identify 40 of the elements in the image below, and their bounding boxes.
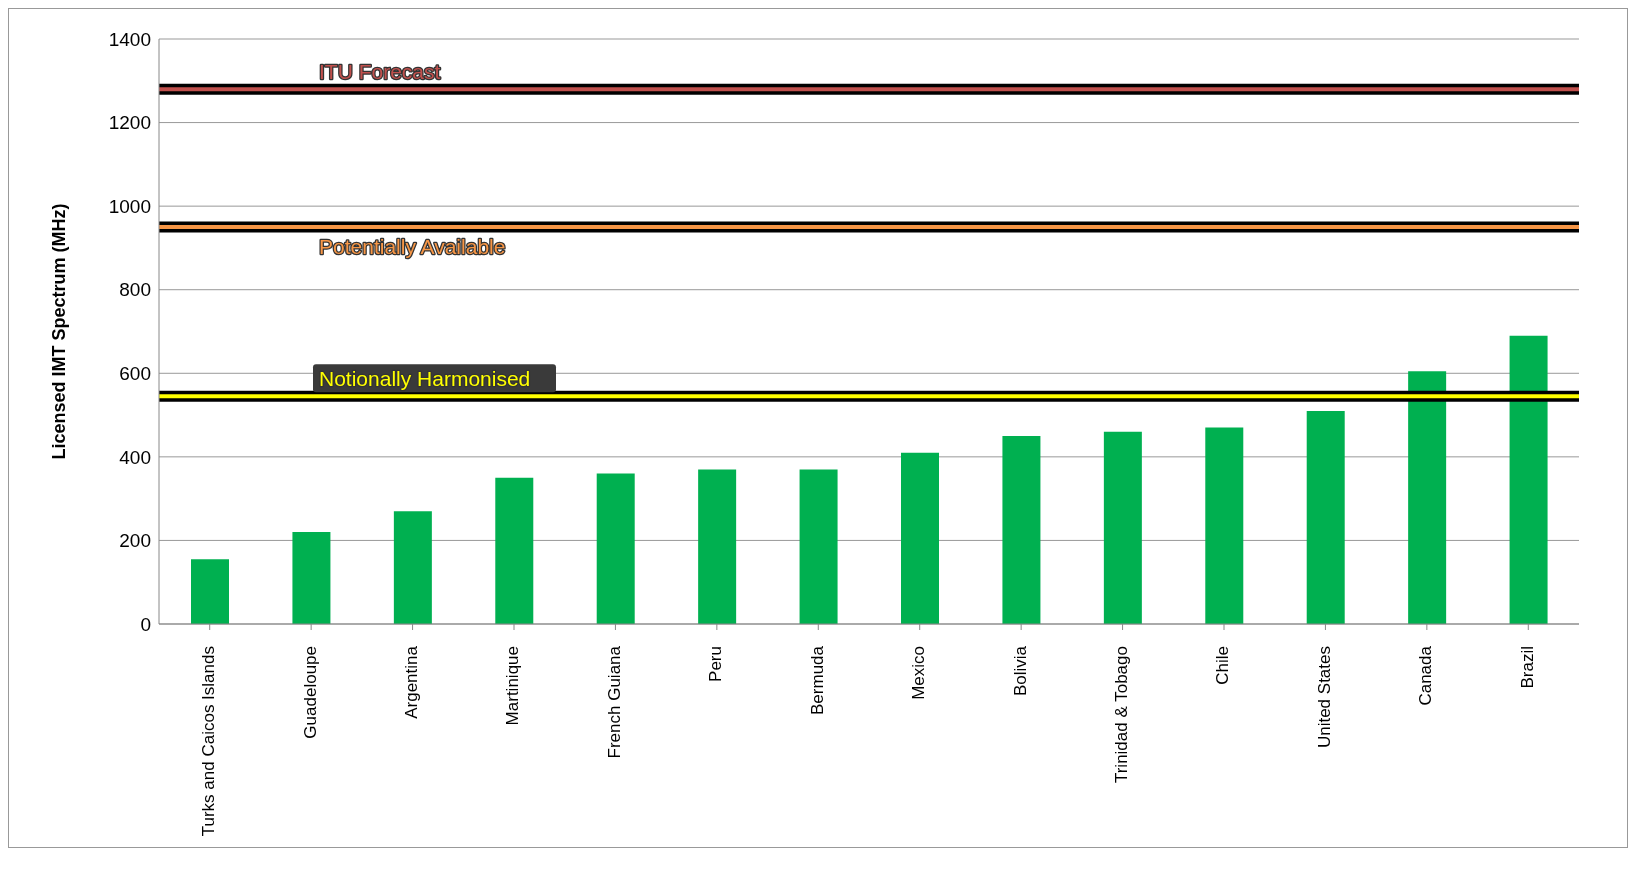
x-tick-label: United States bbox=[1314, 646, 1334, 749]
x-tick-label: Turks and Caicos Islands bbox=[199, 646, 219, 837]
bar bbox=[191, 559, 229, 624]
y-tick-label: 400 bbox=[119, 446, 151, 468]
bar bbox=[799, 469, 838, 624]
x-tick-label: Bolivia bbox=[1010, 645, 1030, 697]
ref-line-label: Notionally Harmonised bbox=[319, 367, 531, 391]
y-tick-label: 1000 bbox=[108, 195, 151, 217]
x-tick-label: Canada bbox=[1416, 645, 1436, 706]
x-tick-label: Argentina bbox=[402, 645, 422, 719]
bar bbox=[1103, 431, 1142, 624]
x-tick-label: Trinidad & Tobago bbox=[1112, 646, 1132, 784]
bar bbox=[495, 477, 534, 624]
y-tick-label: 1200 bbox=[108, 112, 151, 134]
bar bbox=[901, 452, 939, 624]
bar bbox=[1002, 435, 1041, 624]
x-tick-label: Chile bbox=[1213, 646, 1233, 685]
x-tick-label: Bermuda bbox=[807, 645, 827, 715]
y-tick-label: 600 bbox=[119, 363, 151, 385]
y-tick-label: 200 bbox=[119, 530, 151, 552]
bar bbox=[1205, 427, 1244, 624]
ref-line-label: Potentially Available bbox=[319, 235, 506, 259]
x-tick-label: Mexico bbox=[909, 646, 929, 700]
y-axis-title: Licensed IMT Spectrum (MHz) bbox=[49, 203, 70, 460]
y-tick-label: 800 bbox=[119, 279, 151, 301]
bar bbox=[292, 532, 331, 624]
x-tick-label: Martinique bbox=[503, 646, 523, 726]
y-tick-label: 0 bbox=[140, 613, 151, 635]
bar bbox=[1408, 371, 1447, 624]
bar bbox=[393, 511, 432, 624]
ref-line-label: ITU Forecast bbox=[319, 60, 441, 84]
y-tick-label: 1400 bbox=[108, 28, 151, 50]
x-tick-label: Peru bbox=[706, 646, 726, 682]
bar bbox=[698, 469, 737, 624]
x-tick-label: French Guiana bbox=[604, 645, 624, 759]
bar bbox=[1306, 410, 1345, 624]
bar bbox=[1509, 335, 1548, 624]
x-tick-label: Brazil bbox=[1517, 646, 1537, 689]
bar bbox=[596, 473, 635, 624]
x-tick-label: Guadeloupe bbox=[300, 646, 320, 739]
